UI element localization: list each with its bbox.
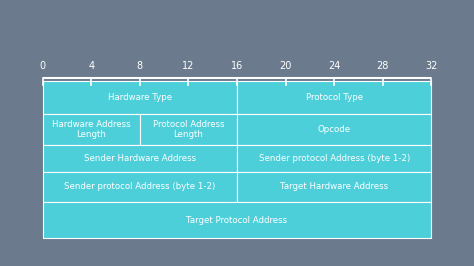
Text: Protocol Address
Length: Protocol Address Length [153, 120, 224, 139]
Bar [140, 114, 237, 145]
Text: Sender Hardware Address: Sender Hardware Address [84, 154, 196, 163]
Text: 12: 12 [182, 61, 195, 71]
Bar [43, 202, 431, 238]
Text: 16: 16 [231, 61, 243, 71]
Bar [43, 172, 237, 202]
Text: 0: 0 [40, 61, 46, 71]
Text: Target Protocol Address: Target Protocol Address [186, 216, 288, 225]
Text: 24: 24 [328, 61, 340, 71]
Text: 20: 20 [279, 61, 292, 71]
Text: Protocol Type: Protocol Type [306, 93, 363, 102]
Bar [237, 114, 431, 145]
Bar [43, 145, 237, 172]
Bar [237, 172, 431, 202]
Text: Sender protocol Address (byte 1-2): Sender protocol Address (byte 1-2) [258, 154, 410, 163]
Text: Opcode: Opcode [318, 125, 351, 134]
Text: 32: 32 [425, 61, 438, 71]
Text: Hardware Type: Hardware Type [108, 93, 172, 102]
Bar [237, 81, 431, 114]
Text: Hardware Address
Length: Hardware Address Length [52, 120, 130, 139]
Text: Sender protocol Address (byte 1-2): Sender protocol Address (byte 1-2) [64, 182, 216, 191]
Bar [43, 114, 140, 145]
Text: 8: 8 [137, 61, 143, 71]
Text: Target Hardware Address: Target Hardware Address [280, 182, 388, 191]
Bar [43, 81, 237, 114]
Text: 4: 4 [88, 61, 94, 71]
Bar [237, 145, 431, 172]
Text: 28: 28 [376, 61, 389, 71]
